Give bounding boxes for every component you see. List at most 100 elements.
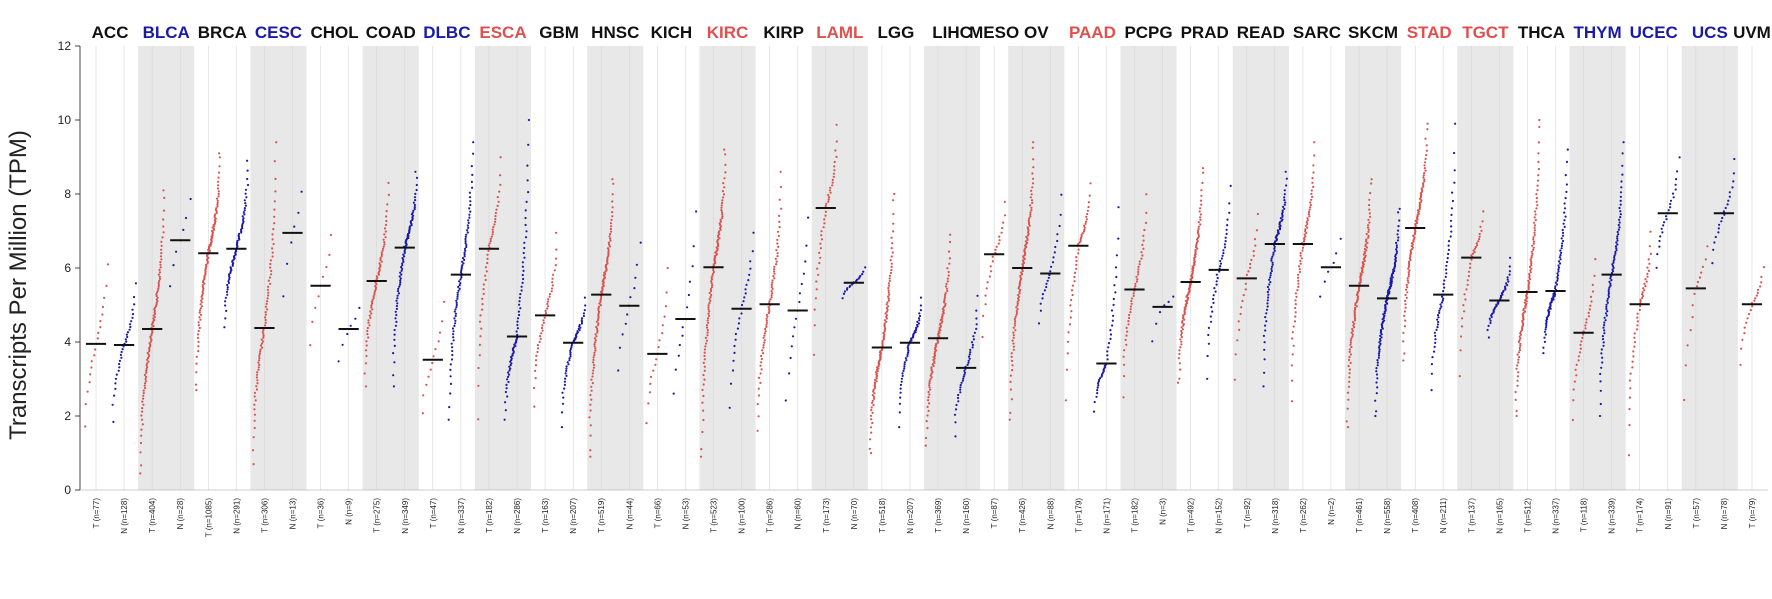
- sample-point: [899, 387, 902, 390]
- y-tick-label: 8: [64, 187, 71, 201]
- sample-point: [1577, 355, 1580, 358]
- sample-point: [227, 281, 230, 285]
- sample-point: [468, 213, 471, 216]
- sample-point: [207, 245, 211, 248]
- sample-point: [724, 163, 727, 166]
- sample-point: [589, 409, 592, 412]
- sample-point: [144, 387, 147, 390]
- sample-point: [1311, 195, 1314, 198]
- sample-point: [273, 222, 276, 225]
- sample-point: [269, 266, 272, 269]
- sample-point: [399, 271, 402, 274]
- sample-point: [740, 312, 743, 315]
- sample-point: [869, 414, 873, 417]
- sample-point: [1294, 311, 1297, 314]
- sample-point: [414, 199, 417, 202]
- sample-point: [1332, 261, 1335, 264]
- sample-point: [747, 279, 750, 282]
- sample-point: [158, 275, 161, 278]
- sample-point: [510, 362, 513, 365]
- sample-point: [994, 248, 997, 251]
- sample-point: [1590, 300, 1593, 303]
- sample-point: [408, 225, 412, 228]
- sample-point: [256, 382, 259, 385]
- sample-point: [1601, 361, 1604, 364]
- sample-point: [1433, 331, 1436, 334]
- sample-point: [778, 214, 781, 217]
- sample-point: [647, 402, 650, 405]
- sample-point: [1083, 224, 1086, 227]
- sample-point: [535, 354, 538, 357]
- sample-point: [1003, 214, 1007, 217]
- sample-point: [1475, 242, 1478, 245]
- sample-point: [1537, 174, 1540, 177]
- sample-point: [1434, 338, 1437, 341]
- sample-point: [1619, 199, 1622, 202]
- sample-point: [1403, 310, 1406, 313]
- sample-point: [124, 338, 127, 341]
- sample-point: [468, 196, 472, 199]
- sample-point: [1197, 236, 1200, 239]
- sample-point: [609, 237, 612, 240]
- sample-point: [665, 291, 668, 294]
- group-label: N (n=160): [962, 498, 971, 534]
- sample-point: [745, 283, 748, 286]
- sample-point: [1629, 387, 1632, 390]
- sample-point: [536, 344, 540, 347]
- sample-point: [589, 449, 592, 452]
- sample-point: [1228, 211, 1231, 214]
- sample-point: [924, 436, 928, 440]
- sample-point: [762, 352, 765, 355]
- sample-point: [152, 314, 155, 317]
- sample-point: [1306, 226, 1309, 229]
- sample-point: [262, 336, 265, 339]
- sample-point: [429, 368, 432, 371]
- sample-point: [1531, 252, 1534, 255]
- sample-point: [597, 307, 600, 310]
- sample-point: [1395, 252, 1398, 255]
- sample-point: [594, 347, 597, 350]
- sample-point: [1181, 328, 1184, 331]
- sample-point: [1619, 191, 1623, 194]
- sample-point: [1416, 209, 1419, 212]
- sample-point: [1269, 281, 1272, 284]
- sample-point: [1087, 205, 1090, 209]
- sample-point: [1112, 297, 1115, 301]
- sample-point: [776, 230, 780, 233]
- sample-point: [1579, 347, 1582, 350]
- sample-point: [1132, 294, 1135, 297]
- sample-point: [707, 321, 710, 324]
- sample-point: [969, 348, 972, 351]
- sample-point: [798, 300, 801, 304]
- sample-point: [1017, 297, 1020, 300]
- sample-point: [906, 355, 909, 358]
- sample-point: [311, 320, 314, 323]
- sample-point: [484, 278, 487, 282]
- sample-point: [1528, 274, 1531, 277]
- sample-point: [1031, 172, 1034, 175]
- sample-point: [1075, 263, 1078, 266]
- sample-point: [986, 281, 989, 284]
- group-label: T (n=306): [260, 498, 269, 533]
- sample-point: [706, 329, 709, 332]
- sample-point: [242, 218, 245, 222]
- sample-point: [931, 363, 934, 366]
- sample-point: [162, 209, 166, 212]
- sample-point: [454, 314, 457, 318]
- sample-point: [891, 251, 894, 254]
- group-label: T (n=461): [1355, 498, 1364, 533]
- sample-point: [1123, 375, 1126, 378]
- sample-point: [401, 264, 404, 267]
- sample-point: [820, 230, 823, 233]
- sample-point: [584, 304, 587, 307]
- sample-point: [1311, 181, 1314, 184]
- sample-point: [1207, 333, 1210, 337]
- sample-point: [751, 250, 754, 253]
- group-label: T (n=36): [317, 498, 326, 529]
- sample-point: [437, 340, 440, 343]
- sample-point: [1290, 364, 1293, 367]
- sample-point: [1059, 213, 1062, 216]
- sample-point: [383, 241, 386, 244]
- sample-point: [1071, 284, 1074, 287]
- sample-point: [1196, 247, 1199, 250]
